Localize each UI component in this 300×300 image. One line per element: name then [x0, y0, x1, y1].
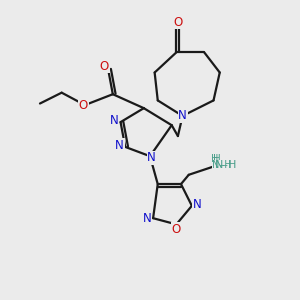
Text: N: N: [115, 139, 124, 152]
Text: O: O: [100, 60, 109, 73]
Text: H: H: [212, 154, 219, 164]
Text: N: N: [193, 198, 202, 211]
Text: H: H: [213, 154, 220, 164]
Text: N: N: [147, 151, 156, 164]
Text: O: O: [79, 99, 88, 112]
Text: N: N: [110, 114, 119, 127]
Text: N–H: N–H: [215, 160, 238, 170]
Text: N–H: N–H: [212, 160, 232, 170]
Text: O: O: [172, 223, 181, 236]
Text: N: N: [143, 212, 152, 225]
Text: N: N: [178, 110, 187, 122]
Text: O: O: [173, 16, 182, 29]
